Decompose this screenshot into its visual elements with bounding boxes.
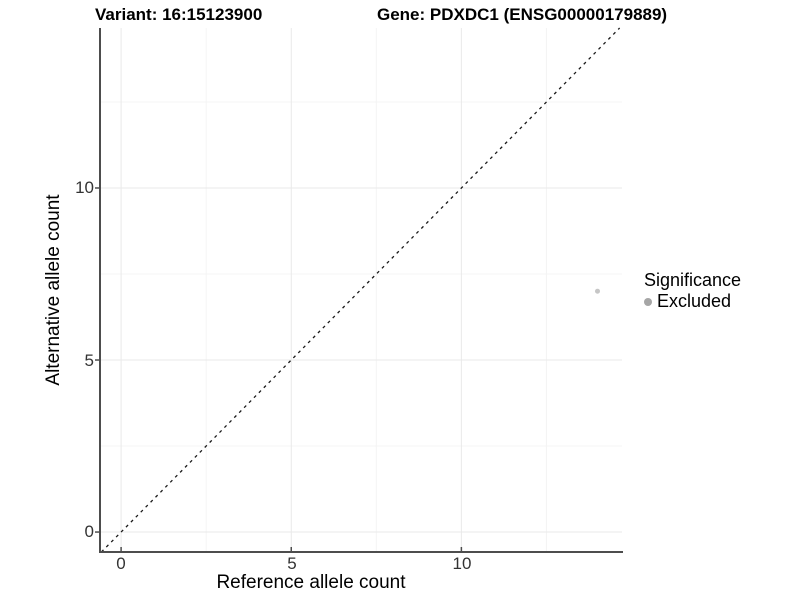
legend-key-dot-icon (644, 298, 652, 306)
legend-item-label: Excluded (657, 291, 732, 311)
legend-item-excluded: Excluded (640, 291, 741, 311)
gene-title: Gene: PDXDC1 (ENSG00000179889) (377, 5, 668, 24)
x-tick-label: 0 (116, 554, 126, 573)
variant-title: Variant: 16:15123900 (95, 5, 263, 24)
legend: Significance Excluded (640, 270, 741, 311)
x-tick-label: 10 (452, 554, 472, 573)
data-point (594, 288, 600, 294)
y-tick-label: 0 (84, 522, 94, 541)
y-tick-label: 5 (84, 351, 94, 370)
x-axis-label: Reference allele count (216, 572, 406, 593)
identity-reference-line (100, 27, 621, 553)
legend-title: Significance (644, 270, 742, 290)
y-tick-label: 10 (75, 178, 94, 197)
x-tick-label: 5 (287, 554, 297, 573)
y-axis-label: Alternative allele count (43, 194, 64, 386)
